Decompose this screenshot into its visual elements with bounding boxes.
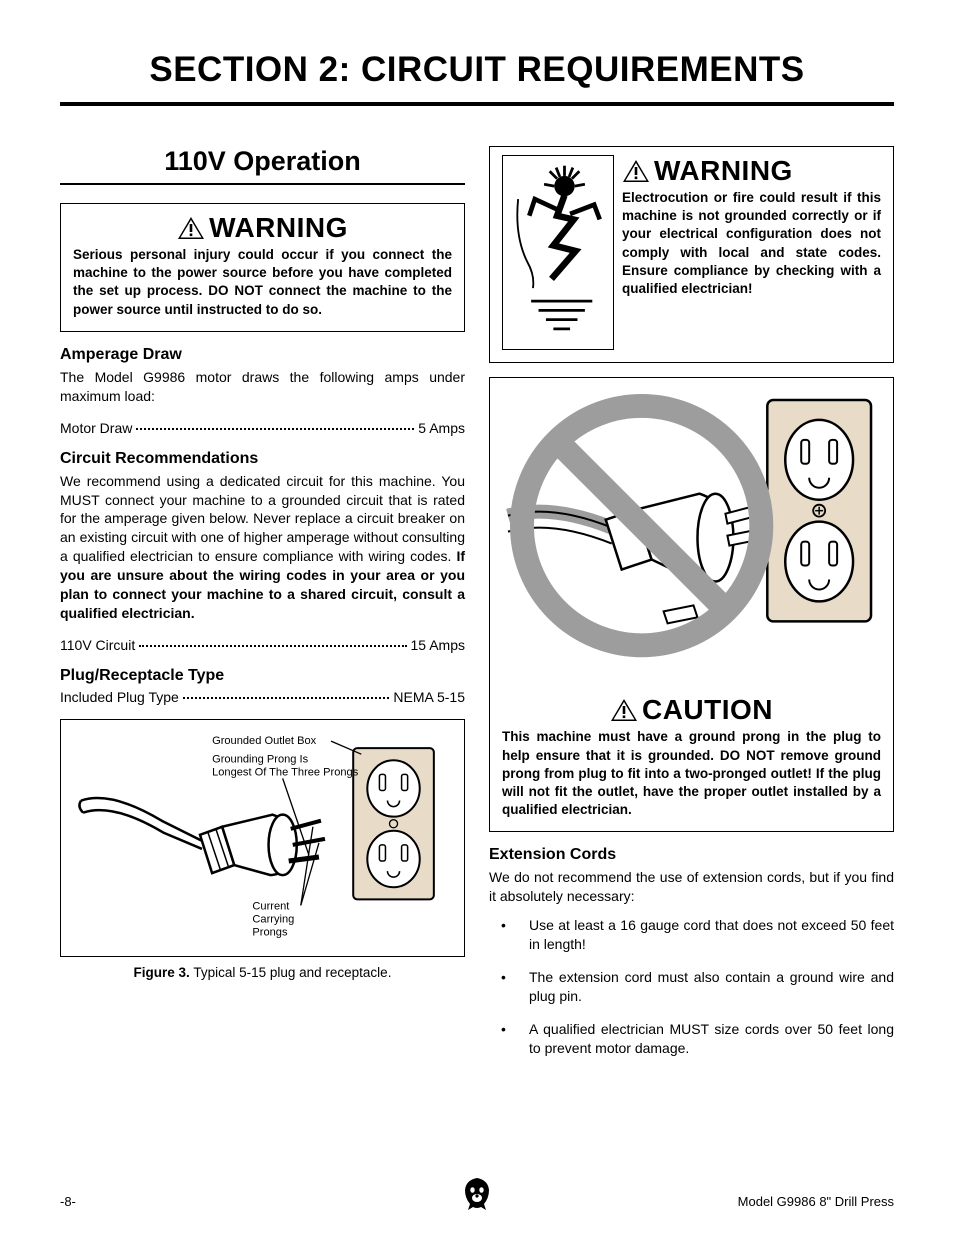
plug-receptacle-diagram: Grounded Outlet Box Grounding Prong Is L…	[71, 730, 454, 942]
circuit-value: 15 Amps	[411, 637, 465, 653]
caution-label: CAUTION	[642, 694, 773, 726]
warning-box-setup: WARNING Serious personal injury could oc…	[60, 203, 465, 332]
plug-heading: Plug/Receptacle Type	[60, 667, 465, 685]
extension-heading: Extension Cords	[489, 846, 894, 864]
figure-3-caption: Figure 3. Typical 5-15 plug and receptac…	[60, 965, 465, 980]
label-grounding-2: Longest Of The Three Prongs	[212, 766, 359, 778]
section-title: SECTION 2: CIRCUIT REQUIREMENTS	[60, 50, 894, 106]
motor-draw-row: Motor Draw 5 Amps	[60, 420, 465, 436]
plug-value: NEMA 5-15	[393, 689, 465, 705]
figure-3-box: Grounded Outlet Box Grounding Prong Is L…	[60, 719, 465, 958]
left-column: 110V Operation WARNING Serious personal …	[60, 146, 465, 1072]
warning-label: WARNING	[209, 212, 348, 244]
no-remove-prong-diagram	[502, 386, 881, 685]
page-number: -8-	[60, 1194, 76, 1209]
warning-box-electrocution: WARNING Electrocution or fire could resu…	[489, 146, 894, 363]
ext-bullet-2: The extension cord must also contain a g…	[489, 968, 894, 1006]
ext-bullet-3: A qualified electrician MUST size cords …	[489, 1020, 894, 1058]
electrocution-icon	[507, 162, 609, 338]
extension-intro: We do not recommend the use of extension…	[489, 868, 894, 906]
caution-text: This machine must have a ground prong in…	[502, 728, 881, 819]
right-column: WARNING Electrocution or fire could resu…	[489, 146, 894, 1072]
warning-electrocution-text: Electrocution or fire could result if th…	[622, 189, 881, 298]
plug-label: Included Plug Type	[60, 689, 179, 705]
operation-subtitle: 110V Operation	[60, 146, 465, 185]
amperage-heading: Amperage Draw	[60, 346, 465, 364]
motor-draw-label: Motor Draw	[60, 420, 132, 436]
circuit-text: We recommend using a dedicated circuit f…	[60, 472, 465, 623]
warning-triangle-icon	[622, 159, 650, 183]
caution-triangle-icon	[610, 698, 638, 722]
warning-triangle-icon	[177, 216, 205, 240]
caution-box-ground-prong: CAUTION This machine must have a ground …	[489, 377, 894, 832]
extension-list: Use at least a 16 gauge cord that does n…	[489, 916, 894, 1057]
motor-draw-value: 5 Amps	[418, 420, 465, 436]
shock-figure-box	[502, 155, 614, 350]
label-outlet-box: Grounded Outlet Box	[212, 735, 317, 747]
page-footer: -8- Model G9986 8" Drill Press	[60, 1194, 894, 1209]
circuit-label: 110V Circuit	[60, 637, 135, 653]
brand-logo-icon	[460, 1176, 494, 1215]
label-current-1: Current	[252, 900, 289, 912]
ext-bullet-1: Use at least a 16 gauge cord that does n…	[489, 916, 894, 954]
label-current-2: Carrying	[252, 913, 294, 925]
amperage-intro: The Model G9986 motor draws the followin…	[60, 368, 465, 406]
label-grounding-1: Grounding Prong Is	[212, 753, 309, 765]
circuit-row: 110V Circuit 15 Amps	[60, 637, 465, 653]
warning-text: Serious personal injury could occur if y…	[73, 246, 452, 319]
plug-row: Included Plug Type NEMA 5-15	[60, 689, 465, 705]
label-current-3: Prongs	[252, 926, 288, 938]
model-footer: Model G9986 8" Drill Press	[738, 1194, 894, 1209]
warning-label: WARNING	[654, 155, 793, 187]
circuit-heading: Circuit Recommendations	[60, 450, 465, 468]
